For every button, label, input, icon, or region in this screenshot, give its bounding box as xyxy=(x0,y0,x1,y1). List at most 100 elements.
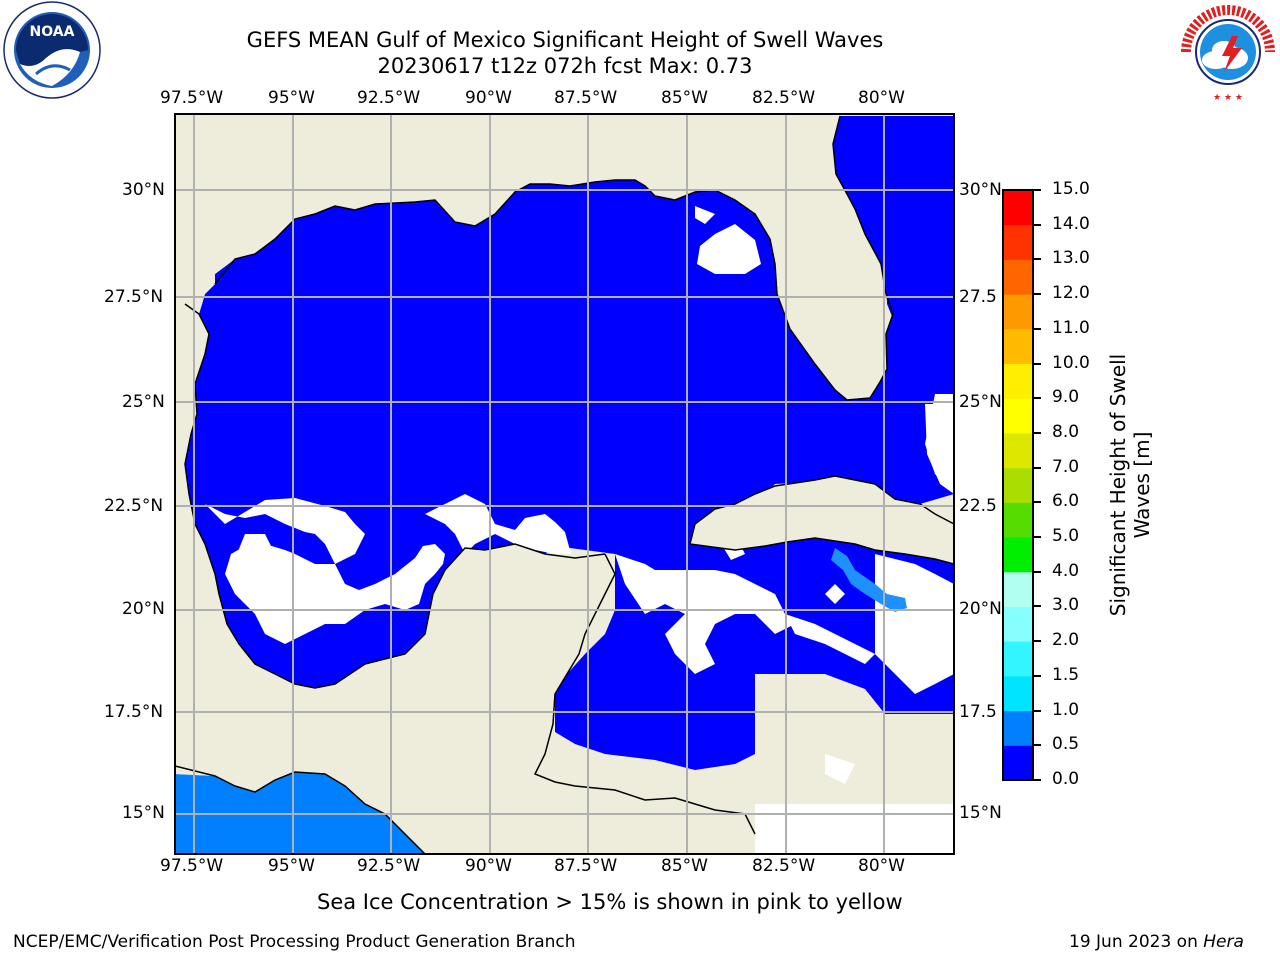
colorbar-bin xyxy=(1003,467,1033,503)
footer-date-text: 19 Jun 2023 on xyxy=(1069,932,1204,952)
colorbar-tick-mark xyxy=(1034,466,1041,469)
missing-patch xyxy=(825,754,855,784)
colorbar-label-line2: Waves [m] xyxy=(1130,431,1154,539)
lon-tick-bottom: 85°W xyxy=(661,856,708,876)
colorbar-tick-label: 6.0 xyxy=(1052,491,1080,512)
lon-tick-bottom: 95°W xyxy=(268,856,315,876)
nws-logo: ★ ★ ★ xyxy=(1180,4,1276,103)
lat-tick-right: 15°N xyxy=(959,803,1002,823)
lat-tick-left: 15°N xyxy=(122,803,165,823)
lat-tick-left: 20°N xyxy=(122,599,165,619)
lat-tick-right: 30°N xyxy=(959,180,1002,200)
lat-tick-right: 22.5 xyxy=(959,496,997,516)
missing-patch xyxy=(695,206,715,224)
lat-tick-right: 20°N xyxy=(959,599,1002,619)
colorbar-tick-label: 0.0 xyxy=(1052,769,1080,789)
lon-tick-top: 82.5°W xyxy=(752,88,816,108)
map-panel xyxy=(174,113,955,855)
colorbar-bin xyxy=(1003,537,1033,573)
colorbar-bin xyxy=(1003,259,1033,295)
colorbar-frame xyxy=(1002,189,1034,781)
atlantic-missing-area xyxy=(755,804,954,854)
cuba-land xyxy=(690,476,954,564)
colorbar-tick-mark xyxy=(1034,674,1041,677)
missing-patch xyxy=(697,224,761,274)
footer-date: 19 Jun 2023 on Hera xyxy=(1069,932,1244,952)
lon-tick-top: 87.5°W xyxy=(554,88,618,108)
coastline xyxy=(533,553,756,835)
lat-tick-left: 27.5°N xyxy=(104,287,164,307)
colorbar-tick-mark xyxy=(1034,293,1041,296)
colorbar-tick-label: 5.0 xyxy=(1052,526,1080,547)
missing-patch xyxy=(425,494,571,554)
colorbar-tick-mark xyxy=(1034,536,1041,539)
colorbar-tick-mark xyxy=(1034,709,1041,712)
coastline xyxy=(184,303,606,689)
lon-tick-bottom: 80°W xyxy=(858,856,905,876)
colorbar-tick-mark xyxy=(1034,362,1041,365)
colorbar-tick-mark xyxy=(1034,189,1041,191)
missing-patch xyxy=(205,498,445,644)
colorbar-tick-mark xyxy=(1034,327,1041,330)
colorbar-bin xyxy=(1003,363,1033,399)
lon-tick-bottom: 82.5°W xyxy=(752,856,816,876)
map-frame xyxy=(174,113,955,855)
colorbar-tick-label: 11.0 xyxy=(1052,317,1090,338)
colorbar-tick-label: 9.0 xyxy=(1052,387,1080,408)
coastline xyxy=(214,115,894,401)
colorbar-tick-label: 8.0 xyxy=(1052,421,1080,442)
sea-ice-note: Sea Ice Concentration > 15% is shown in … xyxy=(317,890,903,914)
colorbar-tick-mark xyxy=(1034,223,1041,226)
colorbar-label-line1: Significant Height of Swell xyxy=(1106,353,1130,617)
colorbar-tick-label: 12.0 xyxy=(1052,283,1090,304)
colorbar-tick-label: 15.0 xyxy=(1052,179,1090,199)
missing-patch xyxy=(315,584,335,614)
colorbar-bin xyxy=(1003,641,1033,677)
coastline xyxy=(689,475,954,565)
noaa-logo: NOAA xyxy=(3,1,101,99)
svg-text:★ ★ ★: ★ ★ ★ xyxy=(1213,93,1243,103)
colorbar-bin xyxy=(1003,675,1033,712)
colorbar-label: Significant Height of Swell Waves [m] xyxy=(1106,354,1154,616)
colorbar-tick-label: 4.0 xyxy=(1052,560,1080,581)
yucatan-land xyxy=(175,544,755,854)
map-title: GEFS MEAN Gulf of Mexico Significant Hei… xyxy=(246,28,884,52)
colorbar-bin xyxy=(1003,432,1033,469)
footer-credit: NCEP/EMC/Verification Post Processing Pr… xyxy=(13,932,576,952)
lat-tick-right: 17.5 xyxy=(959,702,997,722)
colorbar-tick-mark xyxy=(1034,431,1041,434)
lat-tick-right: 25°N xyxy=(959,392,1002,412)
colorbar-tick-label: 2.0 xyxy=(1052,630,1080,651)
colorbar-tick-label: 1.5 xyxy=(1052,664,1080,685)
lat-tick-left: 17.5°N xyxy=(104,702,164,722)
colorbar-tick-label: 1.0 xyxy=(1052,699,1080,720)
colorbar-bin xyxy=(1003,745,1033,781)
colorbar-bin xyxy=(1003,328,1033,365)
colorbar-tick-mark xyxy=(1034,640,1041,643)
colorbar-tick-mark xyxy=(1034,605,1041,608)
colorbar-tick-mark xyxy=(1034,744,1041,747)
colorbar-tick-mark xyxy=(1034,570,1041,573)
lat-tick-right: 27.5 xyxy=(959,287,997,307)
colorbar-tick-mark xyxy=(1034,397,1041,400)
colorbar-bin xyxy=(1003,606,1033,642)
missing-patch xyxy=(825,584,845,604)
florida-land xyxy=(775,114,954,400)
colorbar-bin xyxy=(1003,294,1033,330)
lon-tick-bottom: 90°W xyxy=(465,856,512,876)
noaa-logo-text: NOAA xyxy=(30,24,75,40)
colorbar-bin xyxy=(1003,190,1033,226)
lon-tick-bottom: 97.5°W xyxy=(160,856,224,876)
lat-tick-left: 25°N xyxy=(122,392,165,412)
lon-tick-top: 95°W xyxy=(268,88,315,108)
colorbar xyxy=(1002,189,1034,781)
colorbar-tick-label: 7.0 xyxy=(1052,456,1080,477)
us-gulf-coast-land xyxy=(175,114,775,694)
missing-patch xyxy=(235,534,275,584)
lon-tick-top: 97.5°W xyxy=(160,88,224,108)
colorbar-bin xyxy=(1003,502,1033,538)
lon-tick-top: 90°W xyxy=(465,88,512,108)
colorbar-bin xyxy=(1003,571,1033,607)
coastline xyxy=(175,765,426,854)
colorbar-tick-label: 3.0 xyxy=(1052,595,1080,616)
